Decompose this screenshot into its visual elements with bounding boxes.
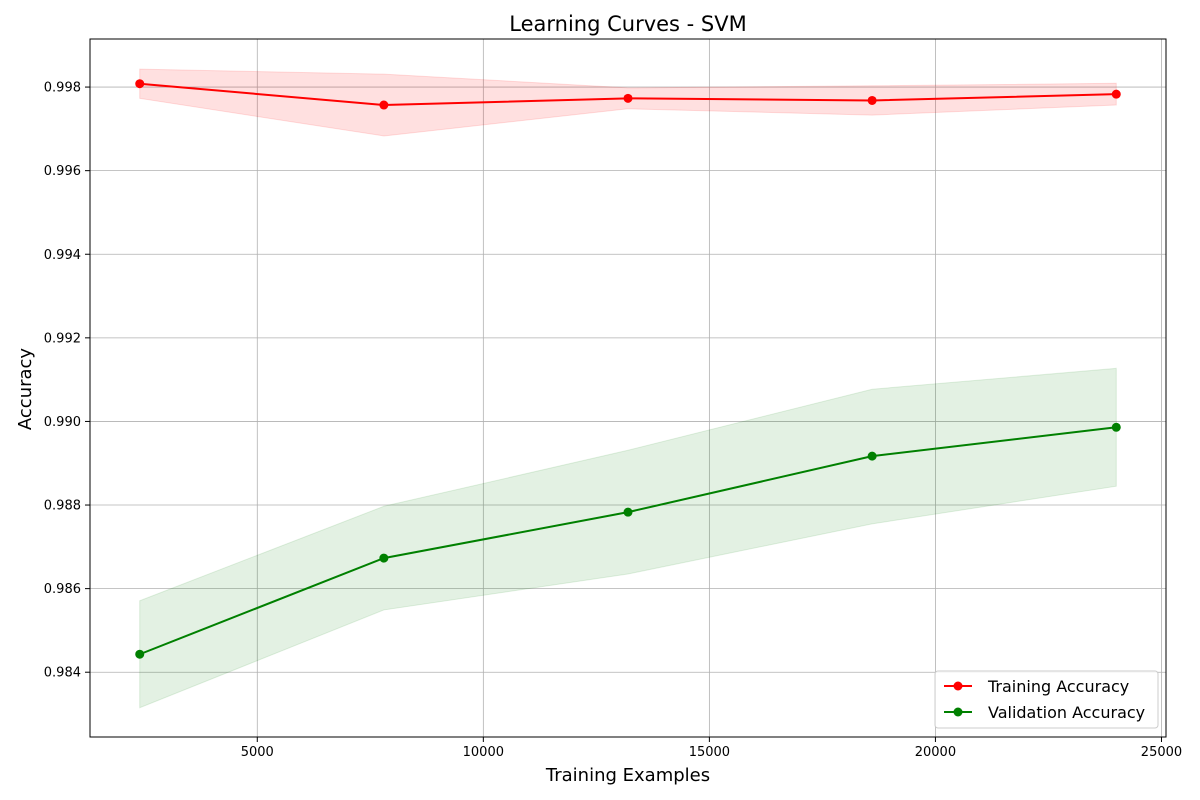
training-point xyxy=(867,95,877,105)
grid-layer xyxy=(90,39,1166,737)
chart-title: Learning Curves - SVM xyxy=(509,12,746,36)
y-tick-label: 0.998 xyxy=(44,81,81,96)
y-tick-label: 0.984 xyxy=(44,666,81,681)
axis-ticks: 5000 10000 15000 20000 25000 0.984 0.986 0.988 0… xyxy=(44,81,1182,760)
validation-point xyxy=(623,507,633,517)
plot-area-frame xyxy=(89,38,1167,738)
y-tick-label: 0.990 xyxy=(44,415,81,430)
legend-validation-marker xyxy=(953,707,963,717)
y-tick-label: 0.986 xyxy=(44,582,81,597)
y-tick-label: 0.992 xyxy=(44,331,81,346)
validation-point xyxy=(1111,422,1121,432)
x-tick-label: 25000 xyxy=(1141,745,1182,760)
training-point xyxy=(135,79,145,89)
legend-validation-label: Validation Accuracy xyxy=(988,703,1145,722)
x-tick-label: 5000 xyxy=(241,745,274,760)
y-tick-label: 0.996 xyxy=(44,164,81,179)
legend: Training Accuracy Validation Accuracy xyxy=(934,670,1159,729)
legend-box xyxy=(934,670,1159,729)
training-point xyxy=(1111,89,1121,99)
validation-point xyxy=(379,553,389,563)
validation-point xyxy=(867,451,877,461)
y-axis-label: Accuracy xyxy=(15,348,36,431)
y-tick-label: 0.988 xyxy=(44,499,81,514)
legend-training-label: Training Accuracy xyxy=(987,677,1129,696)
series-points xyxy=(135,79,1121,659)
legend-training-marker xyxy=(953,681,963,691)
x-tick-label: 10000 xyxy=(463,745,504,760)
training-point xyxy=(623,93,633,103)
training-point xyxy=(379,100,389,110)
validation-point xyxy=(135,649,145,659)
x-axis-label: Training Examples xyxy=(545,765,710,786)
x-tick-label: 15000 xyxy=(689,745,730,760)
y-tick-label: 0.994 xyxy=(44,248,81,263)
x-tick-label: 20000 xyxy=(915,745,956,760)
